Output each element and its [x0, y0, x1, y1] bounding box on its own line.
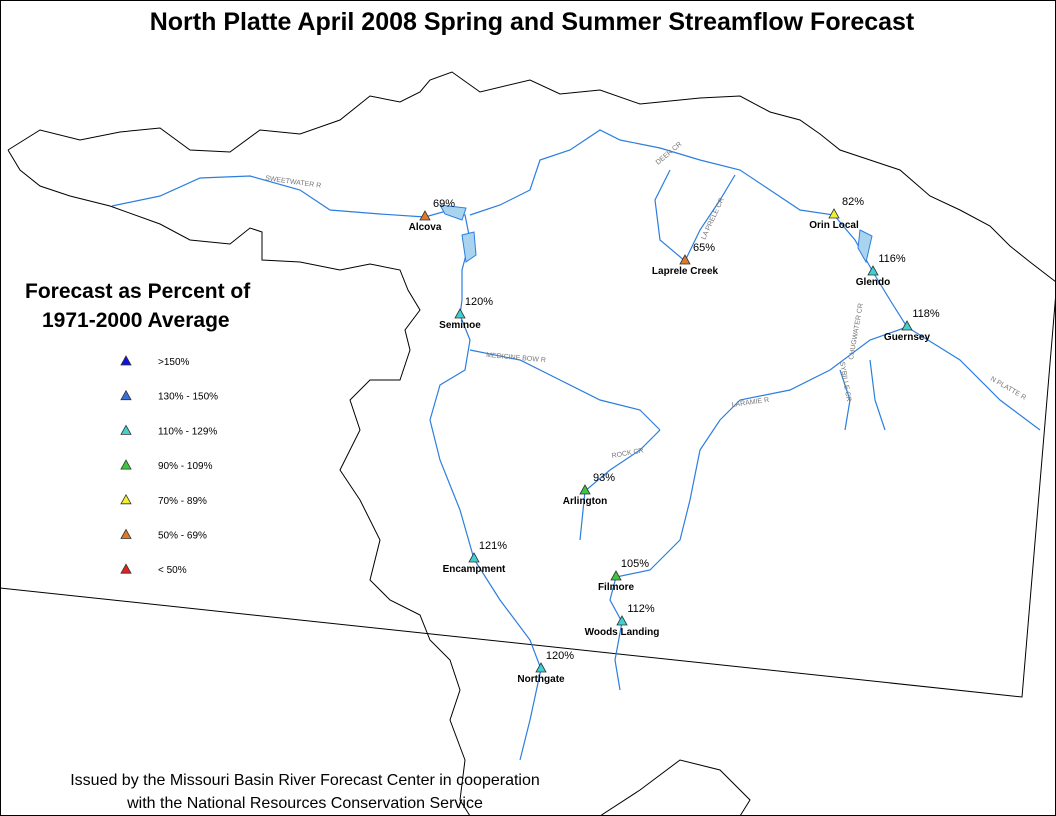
station-marker — [679, 254, 691, 265]
station-marker — [867, 265, 879, 276]
footer: Issued by the Missouri Basin River Forec… — [70, 772, 540, 789]
station-name: Woods Landing — [585, 627, 660, 638]
station-percent: 112% — [627, 603, 655, 615]
legend-title: 1971-2000 Average — [42, 309, 230, 332]
legend-symbol — [120, 528, 132, 539]
state-line — [0, 291, 1056, 698]
station-percent: 105% — [621, 558, 649, 570]
station-percent: 116% — [878, 253, 906, 265]
rivers — [111, 129, 1041, 761]
river — [654, 169, 686, 262]
station-percent: 120% — [465, 296, 493, 308]
title: North Platte April 2008 Spring and Summe… — [150, 8, 915, 36]
station-marker — [579, 484, 591, 495]
station-marker — [419, 210, 431, 221]
river — [111, 175, 542, 761]
station-marker — [610, 570, 622, 581]
station-name: Arlington — [563, 496, 607, 507]
station-name: Encampment — [443, 564, 506, 575]
station-marker — [616, 615, 628, 626]
station-percent: 121% — [479, 540, 507, 552]
station-name: Laprele Creek — [652, 266, 719, 277]
legend-label: < 50% — [158, 565, 187, 576]
station-marker — [828, 208, 840, 219]
river — [579, 429, 661, 541]
river — [469, 349, 661, 431]
station-marker — [468, 552, 480, 563]
station-percent: 93% — [593, 472, 615, 484]
station-percent: 65% — [693, 242, 715, 254]
footer: with the National Resources Conservation… — [126, 795, 483, 812]
station-name: Northgate — [517, 674, 565, 685]
river — [684, 174, 736, 262]
station-name: Seminoe — [439, 320, 481, 331]
legend-title: Forecast as Percent of — [25, 280, 251, 303]
river — [469, 129, 1041, 431]
station-percent: 118% — [912, 308, 940, 320]
legend-label: 70% - 89% — [158, 496, 207, 507]
river — [869, 359, 886, 431]
station-name: Alcova — [409, 222, 442, 233]
legend-symbol — [120, 389, 132, 401]
river — [839, 369, 851, 431]
legend-label: 50% - 69% — [158, 531, 207, 542]
legend-label: 90% - 109% — [158, 461, 213, 472]
legend-symbol — [120, 459, 132, 470]
station-name: Glendo — [856, 277, 890, 288]
reservoir — [857, 229, 873, 264]
station-marker — [901, 320, 913, 331]
basin-outline — [599, 759, 751, 816]
station-percent: 69% — [433, 198, 455, 210]
basin-outline — [7, 71, 1056, 816]
legend-symbol — [120, 424, 132, 435]
legend-symbol — [120, 563, 132, 574]
station-name: Orin Local — [809, 220, 859, 231]
station-name: Filmore — [598, 582, 635, 593]
station-marker — [454, 308, 466, 319]
station-marker — [535, 662, 547, 673]
legend-label: 130% - 150% — [158, 392, 218, 403]
station-percent: 82% — [842, 196, 864, 208]
legend-label: 110% - 129% — [158, 426, 217, 437]
legend-symbol — [120, 493, 132, 505]
reservoirs — [439, 204, 873, 264]
station-percent: 120% — [546, 650, 574, 662]
reservoir — [439, 204, 467, 221]
reservoir — [461, 231, 477, 263]
legend-symbol — [120, 355, 132, 366]
station-name: Guernsey — [884, 332, 931, 343]
river — [609, 326, 908, 691]
legend-label: >150% — [158, 357, 190, 368]
